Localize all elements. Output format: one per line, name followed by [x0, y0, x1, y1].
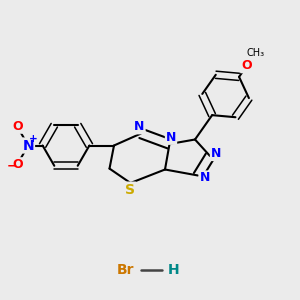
Text: N: N: [22, 139, 34, 152]
Text: H: H: [168, 263, 180, 277]
Text: O: O: [242, 59, 252, 72]
Text: O: O: [12, 158, 23, 171]
Text: Br: Br: [117, 263, 135, 277]
Text: +: +: [29, 134, 38, 145]
Text: −: −: [7, 159, 17, 172]
Text: N: N: [211, 147, 221, 160]
Text: S: S: [125, 183, 136, 196]
Text: N: N: [134, 120, 145, 134]
Text: CH₃: CH₃: [247, 48, 265, 58]
Text: O: O: [12, 120, 23, 133]
Text: N: N: [200, 171, 210, 184]
Text: N: N: [166, 131, 176, 144]
